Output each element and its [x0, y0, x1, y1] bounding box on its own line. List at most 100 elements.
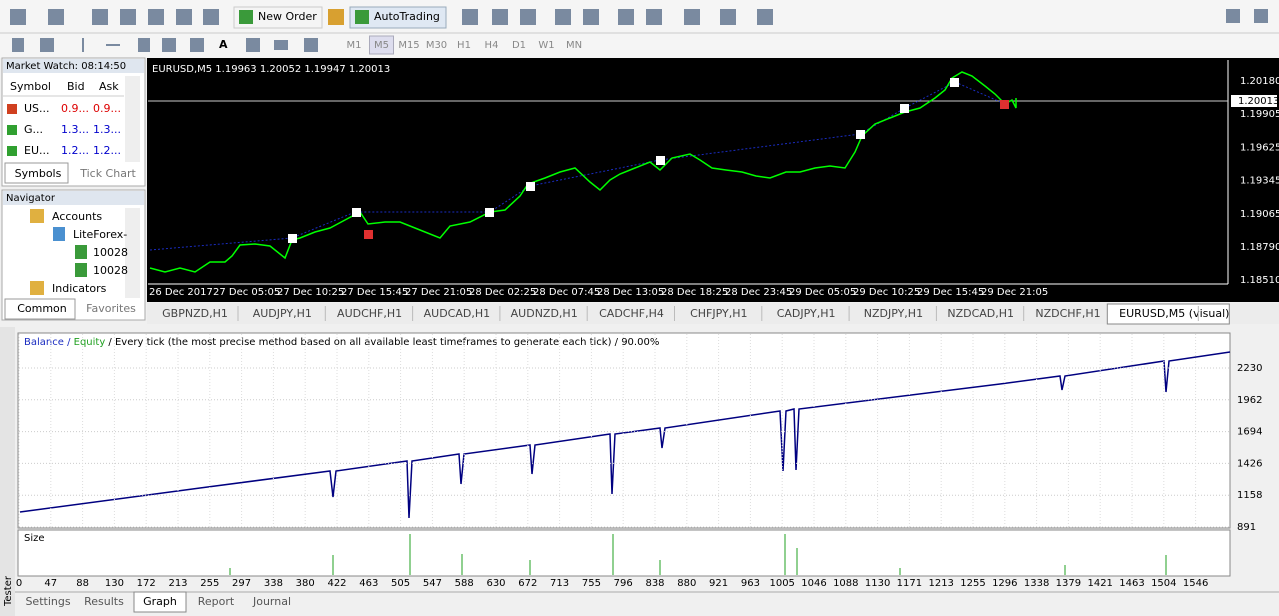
- icon[interactable]: [176, 9, 192, 25]
- quote-cell[interactable]: US...: [24, 102, 50, 115]
- timeframe[interactable]: M5: [374, 40, 389, 51]
- icon[interactable]: [757, 9, 773, 25]
- panel-title-bar: [3, 59, 144, 73]
- icon[interactable]: [1226, 9, 1240, 23]
- panel-tab[interactable]: Common: [17, 302, 67, 315]
- tree-item[interactable]: Indicators: [52, 282, 107, 295]
- time-label: 26 Dec 2017: [149, 287, 213, 298]
- trend-icon: [7, 146, 17, 156]
- chart-tab[interactable]: CADJPY,H1: [777, 307, 836, 320]
- chart-tab[interactable]: AUDCHF,H1: [337, 307, 402, 320]
- timeframe[interactable]: H1: [457, 40, 471, 51]
- tree-item[interactable]: Accounts: [52, 210, 102, 223]
- timeframe[interactable]: M15: [398, 40, 419, 51]
- autotrading-label[interactable]: AutoTrading: [374, 10, 440, 23]
- panel-tab[interactable]: Tick Chart: [79, 167, 136, 180]
- column-header[interactable]: Bid: [67, 80, 85, 93]
- icon[interactable]: [148, 9, 164, 25]
- column-header[interactable]: Symbol: [10, 80, 51, 93]
- chart-tab[interactable]: EURUSD,M5 (visual): [1119, 307, 1229, 320]
- icon[interactable]: [10, 9, 26, 25]
- quote-cell[interactable]: G...: [24, 123, 43, 136]
- icon[interactable]: [203, 9, 219, 25]
- market-watch-title: Market Watch: 08:14:50: [6, 61, 126, 72]
- icon[interactable]: [120, 9, 136, 25]
- chart-tab[interactable]: AUDCAD,H1: [424, 307, 491, 320]
- text-tool[interactable]: A: [219, 38, 228, 51]
- tester-tab[interactable]: Graph: [143, 595, 177, 608]
- icon[interactable]: [12, 38, 24, 52]
- toolbar-icons: [10, 9, 1268, 52]
- icon[interactable]: [106, 44, 120, 46]
- quote-cell[interactable]: 1.2...: [61, 144, 89, 157]
- icon[interactable]: [304, 38, 318, 52]
- chart-tab[interactable]: CHFJPY,H1: [690, 307, 747, 320]
- chart-tab[interactable]: NZDJPY,H1: [864, 307, 923, 320]
- chart-tab[interactable]: NZDCHF,H1: [1035, 307, 1100, 320]
- icon[interactable]: [583, 9, 599, 25]
- icon[interactable]: [684, 9, 700, 25]
- icon[interactable]: [92, 9, 108, 25]
- time-label: 29 Dec 15:45: [917, 287, 984, 298]
- tester-tab[interactable]: Settings: [25, 595, 70, 608]
- scrollbar[interactable]: [125, 208, 140, 298]
- scrollbar[interactable]: [125, 76, 140, 162]
- chart-tab[interactable]: AUDNZD,H1: [511, 307, 578, 320]
- autotrading-button[interactable]: [349, 6, 447, 29]
- panel-tab[interactable]: Symbols: [15, 167, 62, 180]
- price-chart: [147, 58, 1279, 302]
- icon[interactable]: [48, 9, 64, 25]
- icon[interactable]: [720, 9, 736, 25]
- icon[interactable]: [138, 38, 150, 52]
- timeframe[interactable]: W1: [538, 40, 554, 51]
- icon[interactable]: [492, 9, 508, 25]
- icon[interactable]: [520, 9, 536, 25]
- tree-item[interactable]: LiteForex-: [73, 228, 127, 241]
- quote-cell[interactable]: EU...: [24, 144, 50, 157]
- icon[interactable]: [190, 38, 204, 52]
- x-label: 172: [137, 578, 156, 589]
- icon[interactable]: [274, 40, 288, 50]
- icon[interactable]: [328, 9, 344, 25]
- quote-cell[interactable]: 1.2...: [93, 144, 121, 157]
- quote-cell[interactable]: 0.9...: [61, 102, 89, 115]
- timeframe[interactable]: D1: [512, 40, 526, 51]
- panel-tab[interactable]: Favorites: [86, 302, 136, 315]
- timeframe[interactable]: M1: [347, 40, 362, 51]
- icon[interactable]: [246, 38, 260, 52]
- quote-cell[interactable]: 1.3...: [61, 123, 89, 136]
- column-header[interactable]: Ask: [99, 80, 119, 93]
- tab-active: [4, 162, 69, 184]
- balance-line: [19, 351, 1231, 519]
- icon[interactable]: [618, 9, 634, 25]
- timeframe[interactable]: H4: [485, 40, 499, 51]
- price-label: 1.18790: [1240, 242, 1279, 253]
- timeframe[interactable]: M30: [426, 40, 447, 51]
- tree-item[interactable]: 10028: [93, 264, 128, 277]
- icon[interactable]: [462, 9, 478, 25]
- timeframe[interactable]: MN: [566, 40, 582, 51]
- x-label: 1463: [1119, 578, 1144, 589]
- chart-tab[interactable]: AUDJPY,H1: [253, 307, 312, 320]
- icon[interactable]: [1254, 9, 1268, 23]
- tester-tab[interactable]: Results: [84, 595, 124, 608]
- x-label: 213: [168, 578, 187, 589]
- icon[interactable]: [646, 9, 662, 25]
- new-order-label[interactable]: New Order: [258, 10, 317, 23]
- quote-cell[interactable]: 0.9...: [93, 102, 121, 115]
- icon[interactable]: [555, 9, 571, 25]
- time-label: 28 Dec 02:25: [469, 287, 536, 298]
- chart-tab[interactable]: NZDCAD,H1: [947, 307, 1014, 320]
- trade-marker: [364, 230, 373, 239]
- icon[interactable]: [40, 38, 54, 52]
- size-graph: [17, 529, 1231, 577]
- tester-tab[interactable]: Report: [198, 595, 235, 608]
- quote-cell[interactable]: 1.3...: [93, 123, 121, 136]
- new-order-button[interactable]: [233, 6, 323, 29]
- icon[interactable]: [162, 38, 176, 52]
- tester-tab[interactable]: Journal: [252, 595, 291, 608]
- icon[interactable]: [82, 38, 84, 52]
- chart-tab[interactable]: GBPNZD,H1: [162, 307, 228, 320]
- chart-tab[interactable]: CADCHF,H4: [599, 307, 664, 320]
- tree-item[interactable]: 10028: [93, 246, 128, 259]
